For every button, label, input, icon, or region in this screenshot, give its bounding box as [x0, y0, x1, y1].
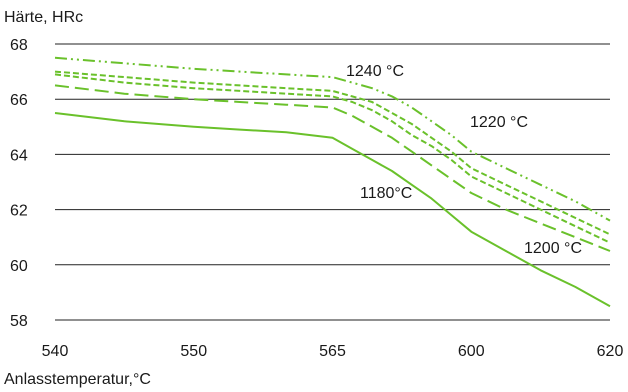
gridlines	[55, 43, 610, 321]
x-tick-label: 600	[458, 343, 485, 360]
x-tick-label: 620	[597, 343, 624, 360]
x-tick-labels: 540 550 565 600 620	[42, 343, 624, 360]
y-tick-labels: 58 60 62 64 66 68	[10, 37, 28, 330]
series-line-1	[54, 70, 611, 236]
curve-label: 1200 °C	[524, 240, 582, 257]
y-tick-label: 58	[10, 313, 28, 330]
x-axis-title: Anlasstemperatur,°C	[4, 371, 151, 388]
curve-labels: 1240 °C 1220 °C 1180°C 1200 °C	[346, 63, 582, 257]
series-line-0	[54, 56, 611, 222]
curve-label: 1180°C	[360, 185, 412, 202]
y-tick-label: 68	[10, 37, 28, 54]
y-tick-label: 66	[10, 92, 28, 109]
x-tick-label: 540	[42, 343, 69, 360]
curve-label: 1240 °C	[346, 63, 404, 80]
series-line-2	[54, 73, 611, 244]
x-tick-label: 565	[319, 343, 346, 360]
series-line-4	[54, 112, 611, 308]
y-tick-label: 64	[10, 147, 28, 164]
series-line-3	[54, 84, 611, 252]
series-lines	[54, 56, 611, 308]
curve-label: 1220 °C	[470, 114, 528, 131]
x-tick-label: 550	[180, 343, 207, 360]
y-axis-title: Härte, HRc	[4, 9, 83, 26]
y-tick-label: 60	[10, 258, 28, 275]
y-tick-label: 62	[10, 203, 28, 220]
